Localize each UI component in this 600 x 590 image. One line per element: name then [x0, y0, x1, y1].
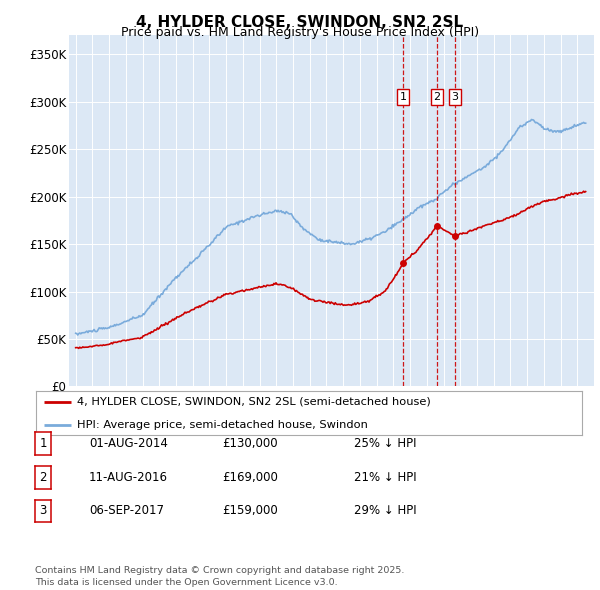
Text: 2: 2 [39, 471, 47, 484]
Text: 3: 3 [451, 92, 458, 102]
Text: 21% ↓ HPI: 21% ↓ HPI [354, 471, 416, 484]
Text: £159,000: £159,000 [222, 504, 278, 517]
Text: £169,000: £169,000 [222, 471, 278, 484]
Text: 29% ↓ HPI: 29% ↓ HPI [354, 504, 416, 517]
Text: 11-AUG-2016: 11-AUG-2016 [89, 471, 168, 484]
Text: 4, HYLDER CLOSE, SWINDON, SN2 2SL (semi-detached house): 4, HYLDER CLOSE, SWINDON, SN2 2SL (semi-… [77, 396, 431, 407]
Text: Price paid vs. HM Land Registry's House Price Index (HPI): Price paid vs. HM Land Registry's House … [121, 26, 479, 39]
Text: 06-SEP-2017: 06-SEP-2017 [89, 504, 164, 517]
Text: 4, HYLDER CLOSE, SWINDON, SN2 2SL: 4, HYLDER CLOSE, SWINDON, SN2 2SL [136, 15, 464, 30]
Text: 01-AUG-2014: 01-AUG-2014 [89, 437, 167, 450]
Text: 1: 1 [39, 437, 47, 450]
Text: 3: 3 [40, 504, 47, 517]
Text: HPI: Average price, semi-detached house, Swindon: HPI: Average price, semi-detached house,… [77, 420, 368, 430]
Text: 1: 1 [400, 92, 407, 102]
Text: 2: 2 [434, 92, 440, 102]
Text: 25% ↓ HPI: 25% ↓ HPI [354, 437, 416, 450]
Text: £130,000: £130,000 [222, 437, 278, 450]
Text: Contains HM Land Registry data © Crown copyright and database right 2025.
This d: Contains HM Land Registry data © Crown c… [35, 566, 404, 587]
